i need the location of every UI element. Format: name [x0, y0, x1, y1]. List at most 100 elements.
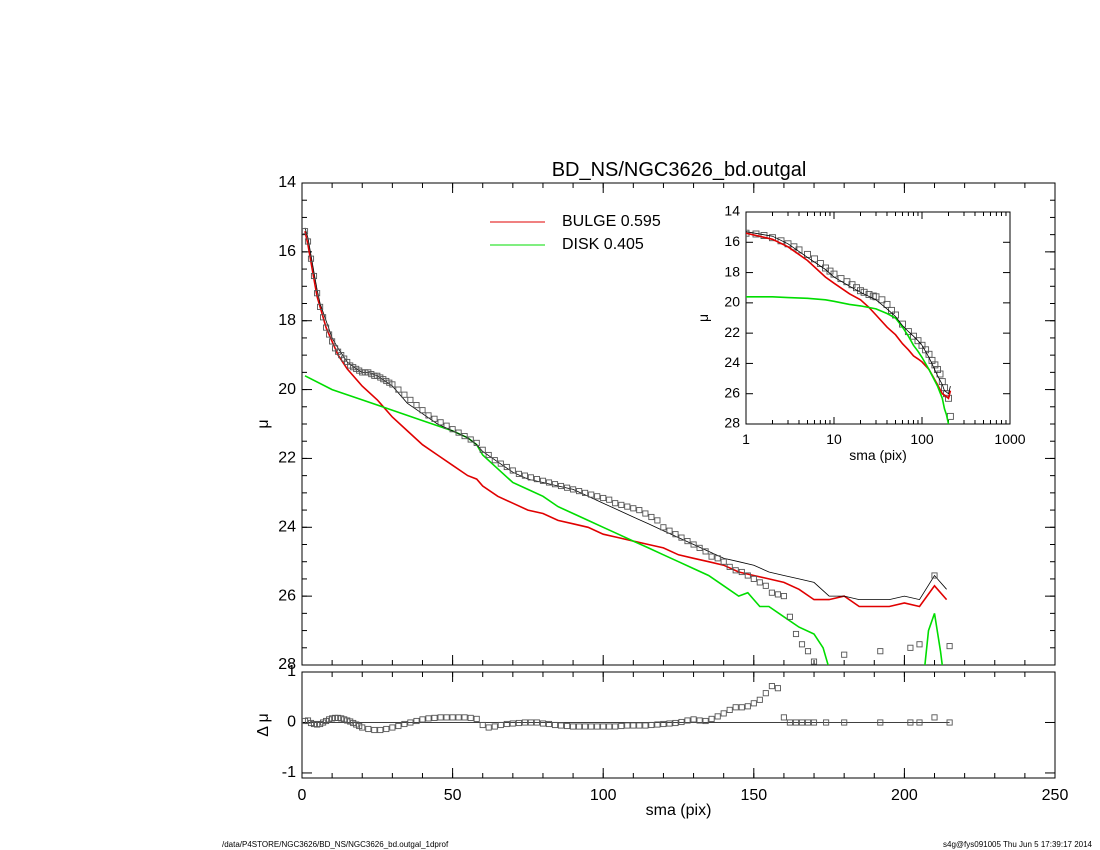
data-point [467, 714, 474, 721]
y-tick-label: 18 [278, 312, 296, 329]
data-point [307, 255, 315, 262]
data-point [588, 491, 595, 498]
data-point [774, 591, 781, 598]
y-axis-label: μ [695, 314, 711, 322]
data-point [798, 719, 806, 726]
data-point [726, 563, 733, 570]
data-point [877, 719, 884, 726]
data-point [576, 723, 583, 730]
data-point [485, 724, 492, 731]
data-point [503, 720, 510, 728]
data-point [473, 439, 480, 446]
data-point [539, 720, 547, 727]
data-point [702, 717, 709, 725]
data-point [461, 714, 468, 721]
x-tick-label: 100 [910, 431, 934, 447]
data-point [449, 714, 456, 721]
legend: BULGE 0.595 DISK 0.405 [490, 213, 661, 253]
data-point [533, 719, 540, 726]
data-point [702, 548, 709, 555]
data-point [612, 500, 619, 507]
data-point [714, 555, 721, 562]
data-point [795, 246, 803, 254]
data-point [600, 494, 607, 502]
data-point [732, 567, 739, 574]
data-point [684, 538, 691, 545]
data-point [738, 704, 745, 711]
data-point [413, 717, 420, 725]
y-tick-label: 24 [278, 519, 296, 536]
legend-bulge-label: BULGE 0.595 [562, 213, 661, 230]
footer-timestamp: s4g@fys091005 Thu Jun 5 17:39:17 2014 [943, 840, 1092, 849]
data-point [359, 369, 366, 376]
data-point [914, 337, 922, 345]
data-point [582, 723, 589, 730]
data-point [320, 314, 327, 321]
data-point [606, 496, 613, 503]
data-point [395, 386, 402, 393]
data-point [654, 721, 661, 728]
data-point [479, 446, 486, 453]
data-point [329, 338, 336, 345]
data-point [660, 524, 667, 531]
data-point [491, 723, 498, 730]
data-point [792, 719, 800, 726]
data-point [612, 723, 619, 730]
data-point [624, 503, 631, 510]
data-point [877, 648, 884, 655]
series-layer [302, 227, 953, 665]
data-point [916, 719, 923, 726]
data-point [823, 719, 830, 726]
data-point [756, 696, 763, 703]
data-point [582, 489, 589, 496]
data-point [916, 641, 923, 648]
data-point [762, 690, 769, 697]
x-axis-label: sma (pix) [849, 447, 907, 463]
data-point [630, 722, 637, 729]
data-point [648, 721, 655, 729]
data-point [666, 527, 673, 534]
series-layer [302, 683, 953, 734]
y-tick-label: 26 [724, 384, 740, 400]
x-tick-label: 10 [826, 431, 842, 447]
y-tick-label: 16 [278, 243, 296, 260]
data-point [684, 717, 691, 724]
data-point [708, 553, 715, 560]
data-point [636, 722, 643, 729]
data-point [732, 704, 739, 711]
data-point [395, 722, 402, 730]
data-point [672, 719, 679, 727]
data-point [931, 714, 938, 721]
data-point [521, 719, 528, 726]
data-point [696, 544, 703, 551]
data-point [551, 721, 559, 729]
data-point [455, 714, 462, 721]
data-point [672, 531, 679, 538]
chart-title: BD_NS/NGC3626_bd.outgal [552, 159, 807, 181]
data-point [690, 716, 697, 723]
data-point [479, 721, 486, 729]
data-point [443, 422, 450, 429]
data-point [642, 510, 649, 517]
data-point [326, 331, 333, 338]
data-point [371, 726, 378, 734]
data-point [738, 568, 745, 576]
data-point [407, 396, 414, 403]
data-point [606, 723, 613, 730]
plot-frame [301, 671, 1056, 779]
bulge-model-line [304, 231, 948, 608]
data-point [878, 296, 886, 304]
data-point [594, 493, 601, 500]
data-point [521, 472, 528, 479]
y-tick-label: 14 [724, 203, 740, 219]
y-tick-label: 0 [287, 714, 296, 731]
bulge-model-line [746, 232, 952, 400]
data-point [756, 579, 763, 586]
data-point [774, 685, 781, 692]
x-tick-label: 1000 [994, 431, 1025, 447]
data-point [883, 300, 891, 308]
data-point [539, 477, 547, 484]
data-point [431, 714, 438, 721]
data-point [425, 412, 432, 419]
data-point [946, 719, 953, 726]
